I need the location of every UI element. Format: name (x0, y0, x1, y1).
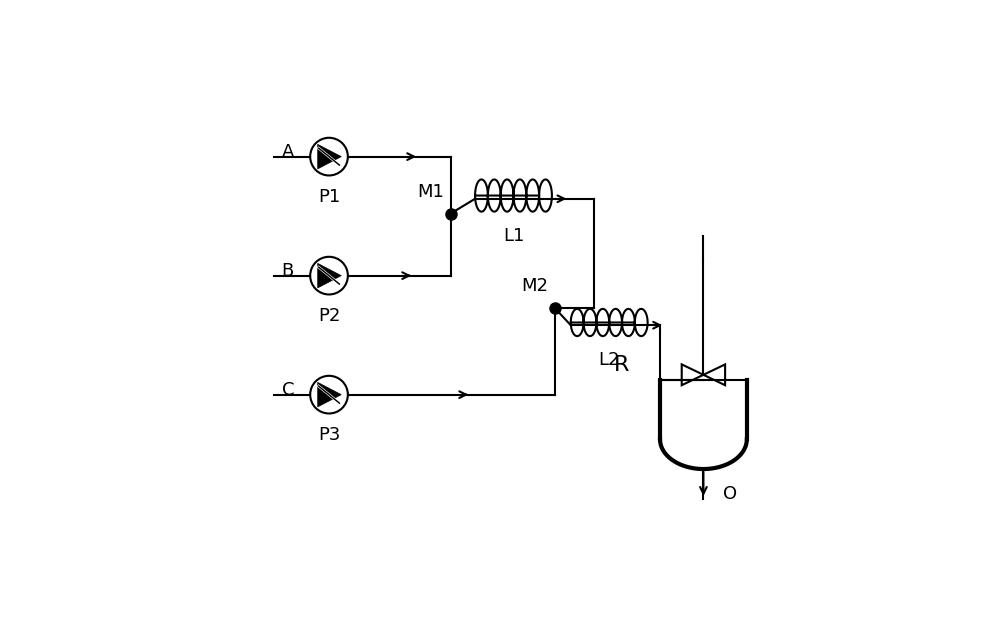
Text: P2: P2 (318, 307, 340, 325)
Text: L1: L1 (503, 227, 524, 245)
Polygon shape (318, 263, 341, 288)
Text: R: R (614, 355, 629, 375)
Text: O: O (723, 485, 737, 503)
Text: P1: P1 (318, 188, 340, 206)
Polygon shape (318, 144, 341, 169)
Text: M1: M1 (418, 184, 445, 201)
Text: B: B (282, 261, 294, 279)
Polygon shape (318, 383, 341, 407)
Text: C: C (282, 381, 294, 399)
Text: M2: M2 (522, 278, 549, 296)
Text: A: A (282, 143, 294, 160)
Text: L2: L2 (598, 351, 620, 369)
Text: P3: P3 (318, 426, 340, 444)
